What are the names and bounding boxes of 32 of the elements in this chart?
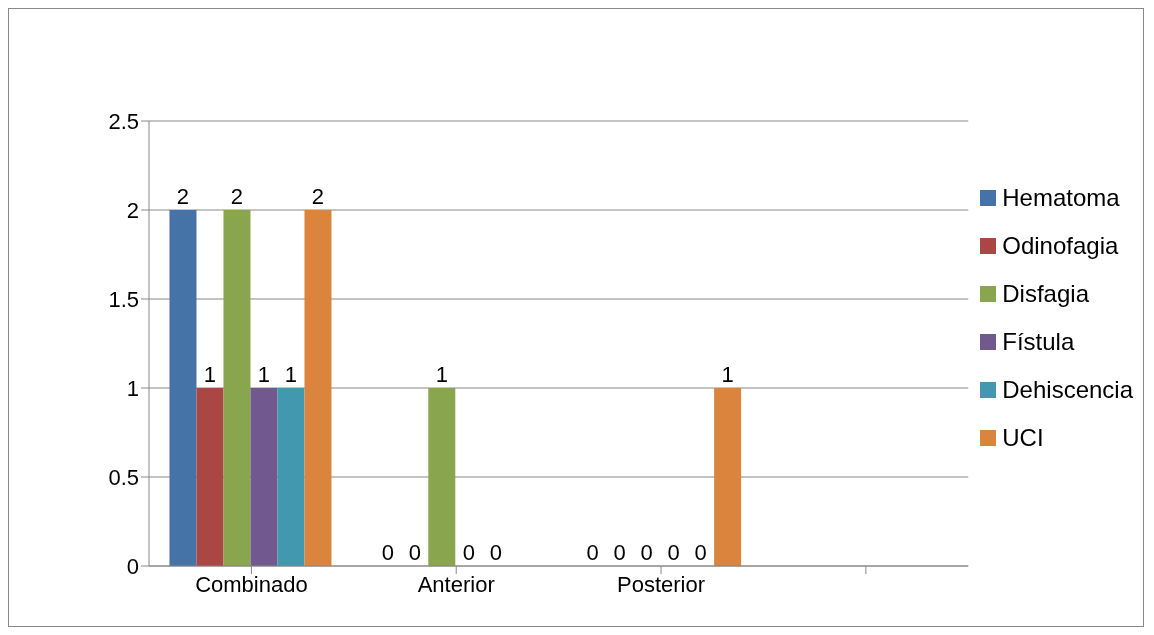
data-label: 1 xyxy=(435,362,448,387)
data-label: 0 xyxy=(694,540,707,565)
data-label: 0 xyxy=(640,540,653,565)
data-label: 0 xyxy=(462,540,475,565)
legend-label: Dehiscencia xyxy=(1002,375,1133,404)
y-tick-label: 1 xyxy=(126,375,139,401)
x-tick-label: Posterior xyxy=(617,571,706,597)
data-label: 0 xyxy=(489,540,502,565)
data-label: 2 xyxy=(230,184,244,209)
data-label: 1 xyxy=(721,362,734,387)
x-tick-label: Combinado xyxy=(195,571,308,597)
legend-label: UCI xyxy=(1002,423,1044,452)
legend-label: Fístula xyxy=(1002,327,1075,356)
data-label: 0 xyxy=(667,540,680,565)
y-tick-label: 1.5 xyxy=(108,286,139,312)
y-tick-label: 0.5 xyxy=(108,464,139,490)
data-label: 2 xyxy=(176,184,190,209)
y-tick-label: 2 xyxy=(126,197,139,223)
data-label: 0 xyxy=(613,540,626,565)
data-label: 1 xyxy=(284,362,298,387)
data-label: 2 xyxy=(311,184,325,209)
data-label: 1 xyxy=(257,362,271,387)
y-tick-label: 0 xyxy=(126,553,139,579)
data-label: 0 xyxy=(586,540,599,565)
legend-label: Hematoma xyxy=(1002,183,1120,212)
x-tick-label: Anterior xyxy=(417,571,495,597)
legend-label: Disfagia xyxy=(1002,279,1089,308)
data-label: 1 xyxy=(203,362,217,387)
data-label: 0 xyxy=(408,540,421,565)
y-tick-label: 2.5 xyxy=(108,108,139,134)
legend-label: Odinofagia xyxy=(1002,231,1119,260)
data-label: 0 xyxy=(381,540,394,565)
